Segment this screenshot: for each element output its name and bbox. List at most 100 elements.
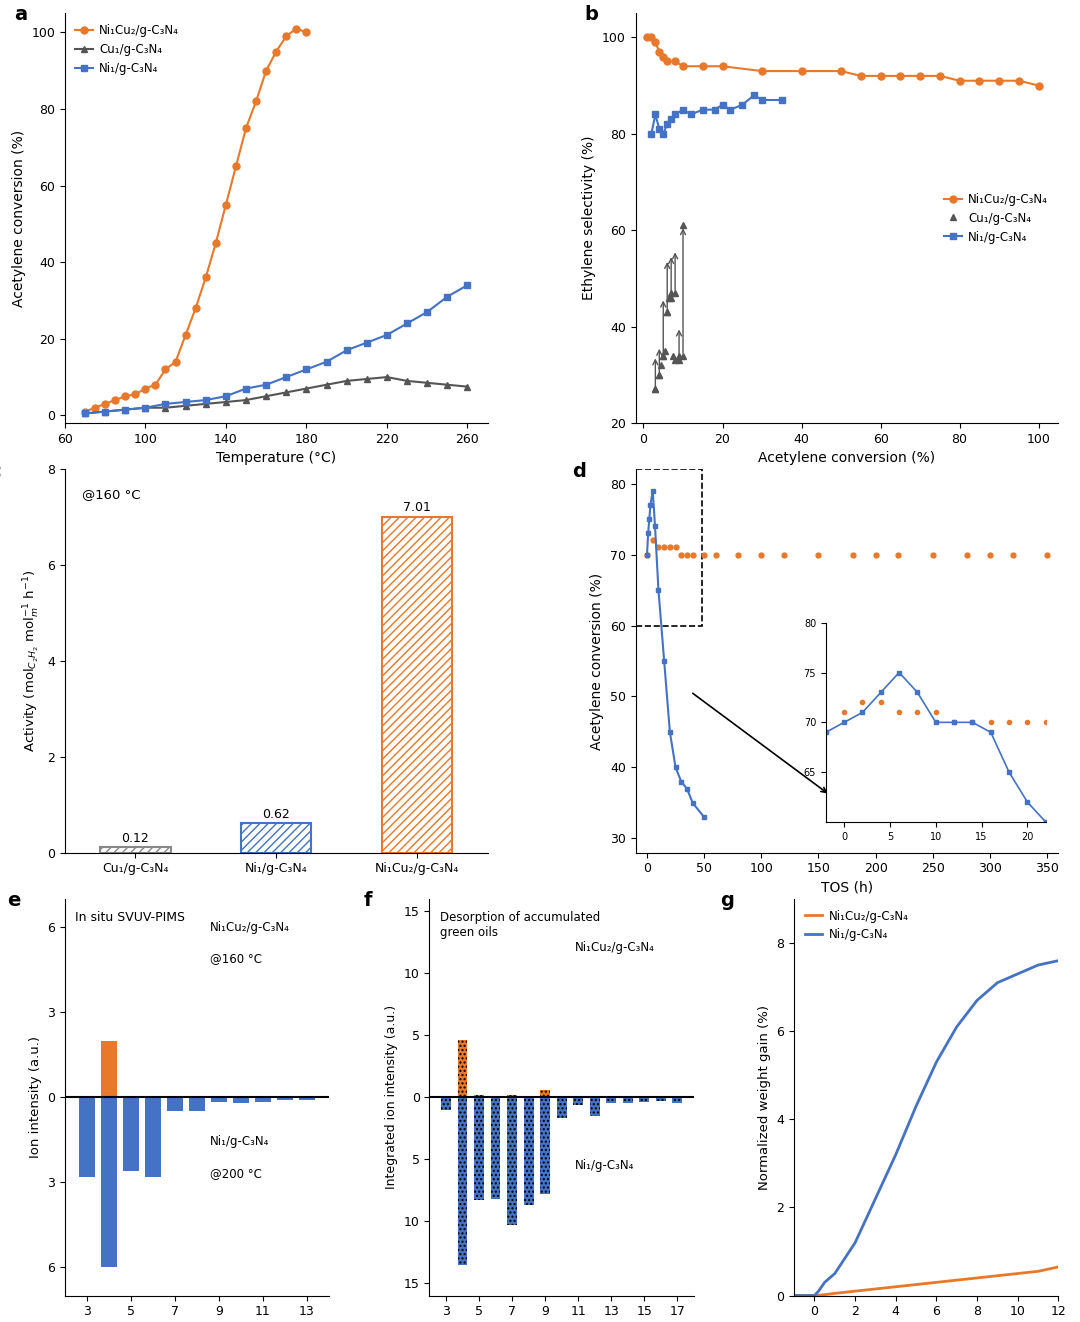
Ni₁/g-C₃N₄ (670, 760, 683, 776)
Ni₁/g-C₃N₄ (685, 107, 698, 123)
Ni₁Cu₂/g-C₃N₄ (909, 1277, 922, 1293)
Bar (123, 1096, 138, 1097)
Ni₁Cu₂/g-C₃N₄ (663, 539, 676, 555)
X-axis label: Acetylene conversion (%): Acetylene conversion (%) (758, 451, 935, 465)
Cu₁/g-C₃N₄ (441, 377, 454, 393)
Line: Cu₁/g-C₃N₄: Cu₁/g-C₃N₄ (652, 222, 687, 393)
Cu₁/g-C₃N₄ (159, 399, 172, 415)
Ni₁Cu₂/g-C₃N₄ (79, 403, 92, 419)
Text: In situ SVUV-PIMS: In situ SVUV-PIMS (76, 911, 186, 924)
Ni₁Cu₂/g-C₃N₄ (716, 58, 729, 74)
Text: @160 °C: @160 °C (211, 952, 262, 965)
Ni₁/g-C₃N₄ (259, 377, 272, 393)
Ni₁/g-C₃N₄ (676, 102, 689, 118)
Ni₁/g-C₃N₄ (380, 327, 393, 342)
Ni₁Cu₂/g-C₃N₄ (927, 546, 940, 562)
Ni₁Cu₂/g-C₃N₄ (828, 1285, 841, 1301)
Ni₁/g-C₃N₄ (1011, 966, 1024, 982)
Text: Ni₁Cu₂/g-C₃N₄: Ni₁Cu₂/g-C₃N₄ (575, 940, 654, 953)
Cu₁/g-C₃N₄ (659, 342, 672, 358)
Bar (212, 1097, 227, 1101)
Line: Ni₁Cu₂/g-C₃N₄: Ni₁Cu₂/g-C₃N₄ (644, 34, 1042, 89)
Ni₁/g-C₃N₄ (320, 354, 333, 370)
Bar (123, 1097, 138, 1171)
Ni₁/g-C₃N₄ (199, 393, 212, 408)
Y-axis label: Integrated ion intensity (a.u.): Integrated ion intensity (a.u.) (386, 1005, 399, 1190)
Ni₁Cu₂/g-C₃N₄ (869, 546, 882, 562)
Ni₁Cu₂/g-C₃N₄ (930, 1274, 943, 1290)
Ni₁Cu₂/g-C₃N₄ (984, 546, 997, 562)
Ni₁/g-C₃N₄ (909, 1099, 922, 1114)
Line: Ni₁/g-C₃N₄: Ni₁/g-C₃N₄ (645, 488, 706, 820)
Ni₁/g-C₃N₄ (79, 406, 92, 422)
Bar (102, 1097, 117, 1268)
Ni₁Cu₂/g-C₃N₄ (847, 546, 860, 562)
Bar (299, 1097, 314, 1100)
Ni₁/g-C₃N₄ (139, 399, 152, 415)
Ni₁/g-C₃N₄ (646, 483, 659, 498)
Y-axis label: Ion intensity (a.u.): Ion intensity (a.u.) (28, 1036, 41, 1158)
Ni₁Cu₂/g-C₃N₄ (652, 539, 665, 555)
Ni₁Cu₂/g-C₃N₄ (669, 53, 681, 69)
Bar (672, 1097, 683, 1104)
Cu₁/g-C₃N₄ (240, 393, 253, 408)
Ni₁/g-C₃N₄ (675, 773, 688, 789)
Ni₁Cu₂/g-C₃N₄ (869, 1281, 882, 1297)
Bar (636, 469, 702, 625)
Text: a: a (14, 5, 27, 24)
Ni₁Cu₂/g-C₃N₄ (1007, 546, 1020, 562)
Ni₁Cu₂/g-C₃N₄ (933, 67, 946, 83)
Cu₁/g-C₃N₄ (666, 348, 679, 364)
Ni₁Cu₂/g-C₃N₄ (229, 159, 242, 175)
Ni₁Cu₂/g-C₃N₄ (159, 361, 172, 377)
Cu₁/g-C₃N₄ (320, 377, 333, 393)
Ni₁Cu₂/g-C₃N₄ (874, 67, 887, 83)
Text: Ni₁Cu₂/g-C₃N₄: Ni₁Cu₂/g-C₃N₄ (211, 920, 291, 933)
Ni₁/g-C₃N₄ (724, 102, 737, 118)
Line: Ni₁/g-C₃N₄: Ni₁/g-C₃N₄ (794, 961, 1058, 1296)
X-axis label: TOS (h): TOS (h) (821, 880, 873, 895)
Ni₁Cu₂/g-C₃N₄ (179, 327, 192, 342)
Ni₁/g-C₃N₄ (869, 1191, 882, 1207)
Line: Ni₁/g-C₃N₄: Ni₁/g-C₃N₄ (648, 91, 785, 137)
Bar (490, 1097, 500, 1199)
Ni₁/g-C₃N₄ (1031, 957, 1044, 973)
Ni₁Cu₂/g-C₃N₄ (661, 53, 674, 69)
Text: 0.62: 0.62 (262, 808, 291, 821)
Ni₁Cu₂/g-C₃N₄ (652, 44, 665, 59)
Ni₁Cu₂/g-C₃N₄ (854, 67, 867, 83)
Ni₁/g-C₃N₄ (747, 87, 760, 103)
Ni₁/g-C₃N₄ (787, 1288, 800, 1303)
Text: e: e (6, 891, 21, 910)
Cu₁/g-C₃N₄ (401, 373, 414, 389)
Bar (623, 1097, 633, 1104)
Cu₁/g-C₃N₄ (652, 368, 665, 383)
Text: Ni₁/g-C₃N₄: Ni₁/g-C₃N₄ (211, 1134, 270, 1147)
Ni₁/g-C₃N₄ (649, 107, 662, 123)
Ni₁Cu₂/g-C₃N₄ (129, 386, 141, 402)
Ni₁Cu₂/g-C₃N₄ (657, 49, 670, 65)
Bar (458, 1040, 468, 1097)
Ni₁Cu₂/g-C₃N₄ (670, 539, 683, 555)
Cu₁/g-C₃N₄ (461, 378, 474, 394)
Cu₁/g-C₃N₄ (361, 371, 374, 387)
Ni₁/g-C₃N₄ (661, 116, 674, 132)
Ni₁Cu₂/g-C₃N₄ (640, 546, 653, 562)
Ni₁/g-C₃N₄ (950, 1019, 963, 1035)
Bar (255, 1097, 271, 1101)
Ni₁Cu₂/g-C₃N₄ (697, 58, 710, 74)
Ni₁/g-C₃N₄ (697, 102, 710, 118)
Ni₁/g-C₃N₄ (159, 397, 172, 412)
Ni₁Cu₂/g-C₃N₄ (710, 546, 723, 562)
Text: d: d (572, 461, 586, 481)
Bar (102, 1040, 117, 1097)
Ni₁Cu₂/g-C₃N₄ (892, 546, 905, 562)
Cu₁/g-C₃N₄ (649, 381, 662, 397)
Ni₁/g-C₃N₄ (219, 389, 232, 405)
Ni₁Cu₂/g-C₃N₄ (1012, 73, 1025, 89)
Ni₁/g-C₃N₄ (280, 369, 293, 385)
Text: g: g (720, 891, 734, 910)
Bar (100, 847, 171, 853)
Bar (474, 1095, 484, 1097)
Cu₁/g-C₃N₄ (657, 348, 670, 364)
